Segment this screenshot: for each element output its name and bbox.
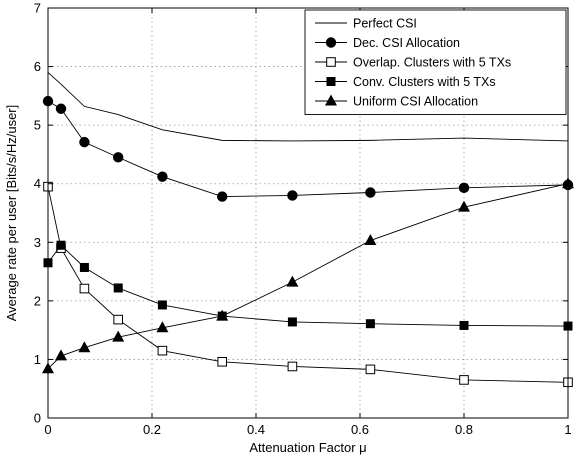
series-line: [47, 100, 569, 198]
y-tick-label: 0: [34, 411, 41, 426]
legend-entries: Perfect CSI Dec. CSI Allocation Overlap. C…: [315, 17, 511, 109]
data-point: [79, 136, 90, 148]
data-point: [286, 275, 299, 287]
y-tick-label: 2: [34, 293, 41, 308]
series-line: [47, 72, 569, 142]
data-point: [458, 200, 470, 212]
y-axis-label: Average rate per user [Bits/s/Hz/user]: [4, 105, 19, 322]
data-point: [113, 283, 123, 293]
data-point: [459, 375, 469, 385]
x-tick-label: 0.6: [351, 422, 369, 437]
data-point: [287, 190, 298, 201]
series-line: [47, 183, 569, 370]
legend-entry: Conv. Clusters with 5 TXs: [315, 75, 496, 89]
series-line: [47, 244, 569, 327]
x-tick-label: 1: [564, 422, 571, 437]
x-tick-label: 0.2: [143, 422, 161, 437]
data-point: [287, 361, 298, 372]
legend-label: Uniform CSI Allocation: [353, 95, 478, 109]
legend-entry: Uniform CSI Allocation: [315, 94, 478, 109]
data-point: [157, 171, 168, 182]
plot-series: [42, 72, 574, 388]
legend-entry: Overlap. Clusters with 5 TXs: [315, 56, 511, 70]
legend-marker: [326, 77, 336, 86]
data-point: [365, 187, 376, 198]
y-tick-label: 1: [34, 352, 41, 367]
plot-frame: [47, 7, 569, 419]
data-point: [79, 262, 89, 272]
axis-ticks: 0 0.2 0.4 0.6 0.8 1 0 1 2 3 4 5 6 7: [34, 1, 572, 438]
y-tick-label: 6: [34, 59, 41, 74]
legend-entry: Dec. CSI Allocation: [315, 36, 460, 50]
series-line: [47, 186, 569, 383]
y-tick-label: 7: [34, 1, 41, 16]
data-point: [217, 356, 227, 367]
data-point: [55, 103, 67, 114]
legend-box: [304, 9, 567, 115]
data-point: [157, 300, 167, 310]
legend: Perfect CSI Dec. CSI Allocation Overlap. C…: [304, 9, 567, 115]
series-group: [42, 177, 574, 374]
data-point: [459, 320, 469, 330]
legend-label: Perfect CSI: [353, 17, 417, 31]
legend-marker: [326, 57, 336, 67]
legend-entry: Perfect CSI: [315, 17, 417, 31]
series-group: [43, 181, 573, 388]
legend-marker: [325, 94, 337, 106]
y-tick-label: 4: [34, 176, 41, 191]
data-point: [156, 321, 169, 333]
data-point: [55, 349, 67, 361]
legend-label: Overlap. Clusters with 5 TXs: [353, 56, 511, 70]
x-axis-label: Attenuation Factor μ: [249, 440, 366, 455]
data-point: [157, 345, 168, 356]
data-point: [113, 152, 124, 163]
data-point: [78, 341, 91, 353]
y-tick-label: 3: [34, 235, 41, 250]
legend-label: Dec. CSI Allocation: [353, 36, 460, 50]
data-point: [458, 182, 470, 194]
data-point: [364, 234, 377, 246]
data-point: [365, 364, 376, 375]
series-group: [47, 72, 569, 142]
y-tick-label: 5: [34, 118, 41, 133]
x-tick-label: 0: [44, 422, 51, 437]
data-point: [287, 317, 297, 327]
data-point: [365, 319, 375, 329]
legend-marker: [325, 37, 337, 48]
data-point: [112, 330, 125, 342]
legend-label: Conv. Clusters with 5 TXs: [353, 75, 496, 89]
data-point: [56, 240, 66, 250]
x-tick-label: 0.8: [455, 422, 473, 437]
data-point: [79, 283, 90, 294]
data-point: [216, 309, 229, 321]
data-point: [217, 191, 228, 202]
data-point: [113, 314, 124, 325]
x-tick-label: 0.4: [247, 422, 265, 437]
